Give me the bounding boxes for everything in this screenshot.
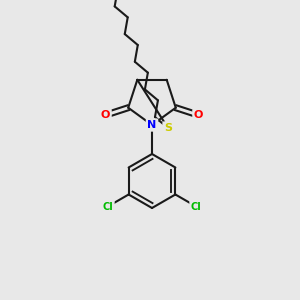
Text: O: O xyxy=(101,110,110,120)
Text: Cl: Cl xyxy=(103,202,113,212)
Text: S: S xyxy=(164,123,172,133)
Text: N: N xyxy=(147,120,157,130)
Text: Cl: Cl xyxy=(191,202,202,212)
Text: O: O xyxy=(194,110,203,120)
